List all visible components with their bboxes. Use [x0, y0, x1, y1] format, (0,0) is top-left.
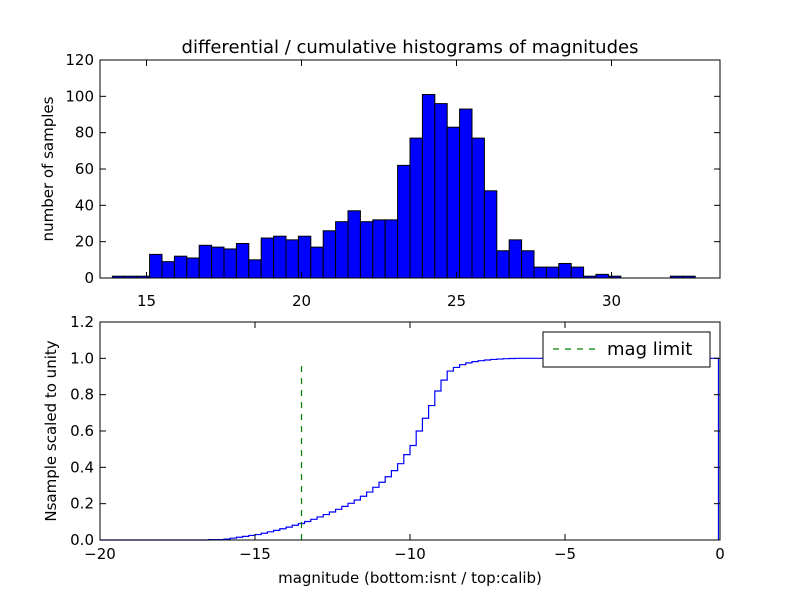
cumulative-x-tick-label: −15: [239, 545, 271, 563]
histogram-bar: [372, 219, 386, 279]
cumulative-y-axis-label: Nsample scaled to unity: [42, 340, 60, 521]
figure-title: differential / cumulative histograms of …: [182, 37, 639, 58]
histogram-bar: [421, 94, 436, 279]
histogram-bar: [446, 126, 461, 279]
cumulative-y-tick-label: 1.2: [70, 313, 94, 331]
histogram-bar: [198, 244, 213, 279]
histogram-bar: [335, 221, 349, 279]
histogram-bar: [483, 190, 498, 279]
cumulative-step-line: [100, 357, 720, 541]
histogram-bar: [248, 259, 262, 279]
histogram-x-tick-label: 15: [137, 292, 156, 310]
histogram-bar: [384, 219, 399, 279]
histogram-bar: [558, 262, 572, 279]
histogram-bar: [545, 266, 560, 279]
histogram-bar: [310, 246, 324, 279]
histogram-bar: [471, 137, 485, 279]
histogram-bar: [161, 261, 175, 279]
histogram-bar: [273, 235, 287, 279]
cumulative-y-tick-label: 1.0: [70, 349, 94, 367]
histogram-bar: [570, 266, 585, 279]
histogram-y-tick-label: 40: [75, 196, 94, 214]
histogram-x-tick-label: 25: [447, 292, 466, 310]
legend: mag limit: [542, 331, 711, 368]
histogram-bar: [397, 164, 411, 279]
legend-label-mag-limit: mag limit: [607, 339, 692, 360]
histogram-x-tick-label: 20: [292, 292, 311, 310]
histogram-bar: [260, 237, 275, 279]
histogram-bar: [211, 246, 225, 279]
histogram-bar: [285, 239, 299, 279]
histogram-bar: [297, 235, 312, 279]
cumulative-x-tick-label: −5: [554, 545, 576, 563]
histogram-y-tick-label: 60: [75, 160, 94, 178]
histogram-bar: [508, 239, 523, 279]
histogram-bar: [347, 210, 361, 279]
histogram-y-axis-label: number of samples: [39, 96, 57, 241]
histogram-bar: [459, 108, 473, 279]
cumulative-y-tick-label: 0.2: [70, 495, 94, 513]
histogram-bar: [434, 103, 448, 279]
histogram-bar: [521, 250, 535, 279]
histogram-x-tick-label: 30: [602, 292, 621, 310]
histogram-y-tick-label: 20: [75, 233, 94, 251]
histogram-bar: [359, 221, 374, 279]
histogram-bar: [149, 253, 163, 279]
cumulative-y-tick-label: 0.0: [70, 531, 94, 549]
histogram-bar: [173, 255, 188, 279]
histogram-bar: [409, 137, 423, 279]
cumulative-y-tick-label: 0.8: [70, 386, 94, 404]
cumulative-y-tick-label: 0.6: [70, 422, 94, 440]
cumulative-x-tick-label: 0: [715, 545, 725, 563]
histogram-bar: [223, 248, 237, 279]
histogram-y-tick-label: 80: [75, 124, 94, 142]
cumulative-x-tick-label: −20: [84, 545, 116, 563]
cumulative-axes-frame: [99, 321, 721, 541]
histogram-bar: [533, 266, 547, 279]
histogram-panel: 15 20 25 30 0 20 40 60 80 100 120 number of sample…: [39, 51, 721, 310]
histogram-bar: [322, 230, 337, 279]
cumulative-panel: −20 −15 −10 −5 0 0.0 0.2 0.4 0.6 0.8 1.0 1.2 Nsampl…: [42, 313, 725, 587]
histogram-bar: [186, 257, 200, 279]
cumulative-ticks: −20 −15 −10 −5 0 0.0 0.2 0.4 0.6 0.8 1.0 1.2: [70, 313, 725, 563]
histogram-axes-frame: [99, 59, 721, 279]
cumulative-lines: [100, 357, 720, 541]
histogram-y-tick-label: 0: [84, 269, 94, 287]
histogram-bar: [595, 273, 609, 279]
histogram-y-tick-label: 100: [65, 87, 94, 105]
histogram-y-tick-label: 120: [65, 51, 94, 69]
histogram-ticks: 15 20 25 30 0 20 40 60 80 100 120: [65, 51, 720, 310]
cumulative-x-axis-label: magnitude (bottom:isnt / top:calib): [278, 569, 542, 587]
histogram-bar: [235, 242, 250, 279]
cumulative-x-tick-label: −10: [394, 545, 426, 563]
histogram-bar: [496, 250, 510, 279]
cumulative-y-tick-label: 0.4: [70, 458, 94, 476]
